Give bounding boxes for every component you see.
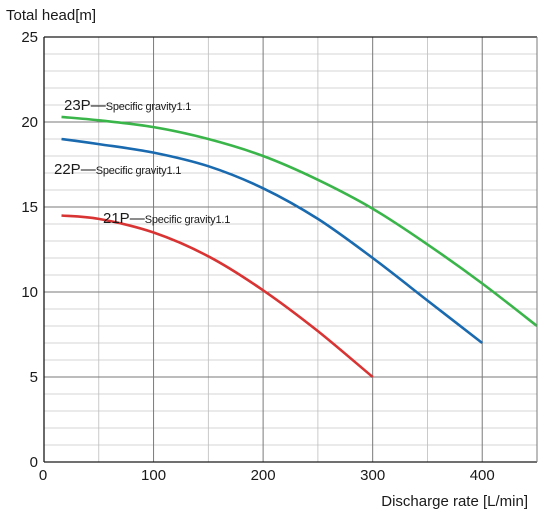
x-tick-label: 400 — [470, 467, 495, 484]
x-tick-label: 0 — [39, 467, 47, 484]
x-tick-label: 200 — [251, 467, 276, 484]
y-axis-title: Total head[m] — [6, 7, 96, 24]
x-axis-title: Discharge rate [L/min] — [381, 493, 528, 510]
series-layer — [61, 115, 538, 379]
major-grid — [44, 37, 537, 462]
y-tick-label: 10 — [21, 284, 38, 301]
series-label-21p: 21P―Specific gravity1.1 — [103, 210, 230, 227]
series-line-21p — [61, 214, 374, 379]
series-name: 22P― — [54, 161, 96, 178]
axes — [43, 36, 538, 463]
tick-labels: 0 5 10 15 20 25 0 100 200 300 400 — [21, 29, 494, 484]
y-tick-label: 15 — [21, 199, 38, 216]
series-label-22p: 22P―Specific gravity1.1 — [54, 161, 181, 178]
series-label-23p: 23P―Specific gravity1.1 — [64, 97, 191, 114]
series-annotation: Specific gravity1.1 — [106, 101, 192, 113]
series-annotation: Specific gravity1.1 — [145, 214, 231, 226]
x-tick-label: 300 — [360, 467, 385, 484]
series-name: 23P― — [64, 97, 106, 114]
series-line-22p — [61, 137, 483, 345]
y-tick-label: 20 — [21, 114, 38, 131]
y-tick-label: 0 — [30, 454, 38, 471]
series-name: 21P― — [103, 210, 145, 227]
series-annotation: Specific gravity1.1 — [96, 165, 182, 177]
y-tick-label: 5 — [30, 369, 38, 386]
x-tick-label: 100 — [141, 467, 166, 484]
series-line-23p — [61, 115, 538, 328]
y-tick-label: 25 — [21, 29, 38, 46]
